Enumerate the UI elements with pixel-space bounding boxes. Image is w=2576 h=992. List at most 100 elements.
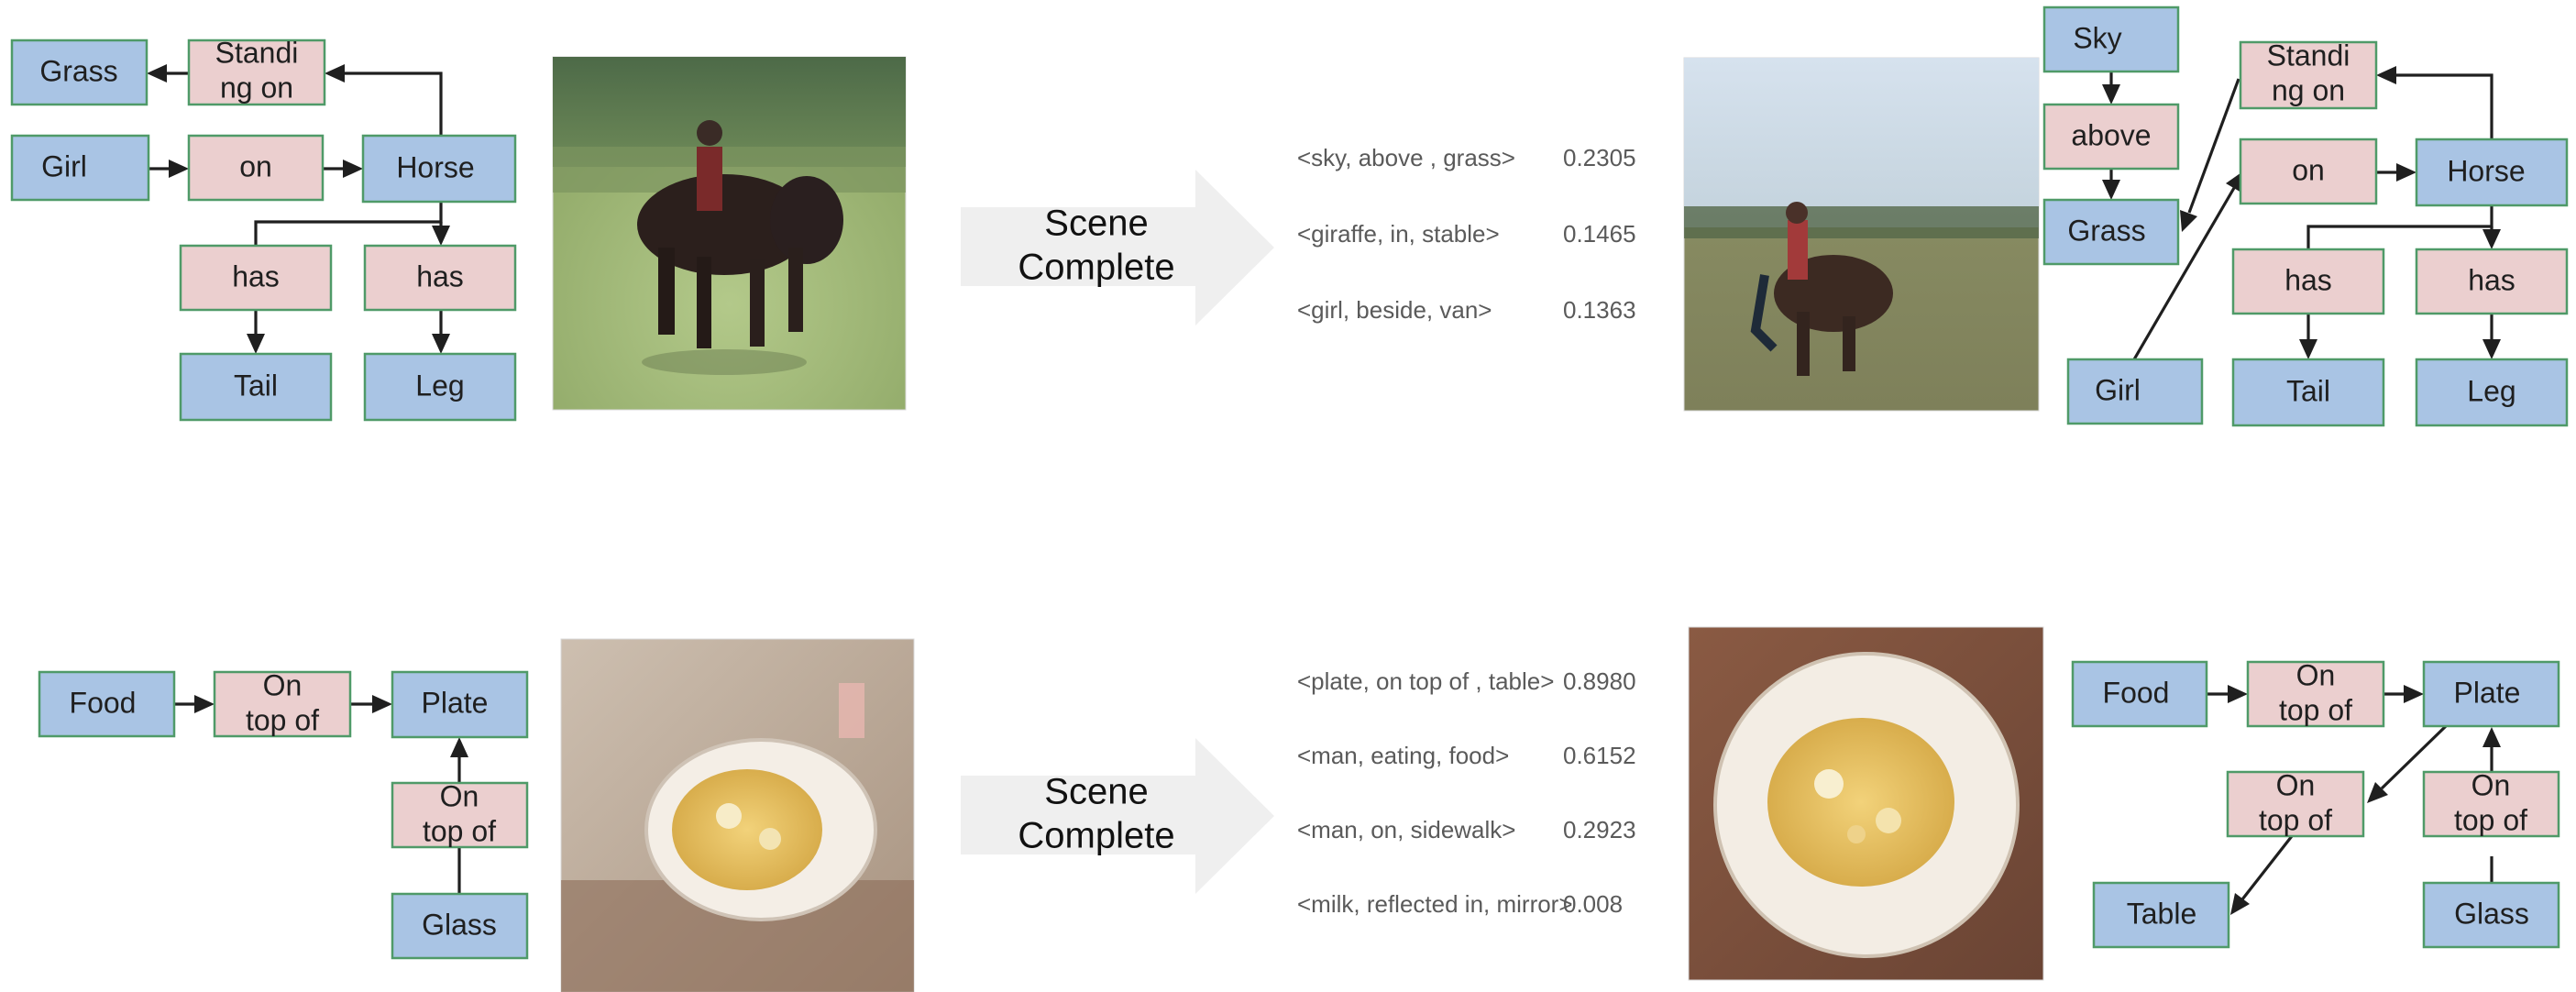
edge-horse-to-standing-on <box>345 72 443 136</box>
node-label-line-2: ng on <box>220 71 293 104</box>
candidate-row: <giraffe, in, stable> 0.1465 <box>1297 220 1636 248</box>
bottom-output-image <box>1688 626 2044 981</box>
candidate-score: 0.6152 <box>1563 742 1636 769</box>
node-label: Food <box>2103 676 2170 709</box>
candidate-score: 0.2305 <box>1563 144 1636 171</box>
candidate-triple: <plate, on top of , table> <box>1297 667 1554 695</box>
candidate-triple: <sky, above , grass> <box>1297 144 1515 171</box>
arrowhead-icon <box>2230 893 2250 915</box>
node-label: has <box>2468 263 2515 296</box>
arrowhead-icon <box>325 64 345 83</box>
candidate-triple: <man, on, sidewalk> <box>1297 816 1515 843</box>
candidate-row: <milk, reflected in, mirror> 0.008 <box>1297 890 1623 918</box>
edge-plate-to-on-top-of <box>2380 724 2448 790</box>
arrowhead-icon <box>2396 163 2416 182</box>
node-label-line-2: top of <box>246 703 319 736</box>
top-output-graph: Sky above Grass Standi ng on on Horse ha… <box>2042 6 2569 427</box>
node-on: on <box>2239 138 2378 205</box>
node-label-line-1: On <box>263 668 303 701</box>
node-on-top-of-1: On top of <box>2246 658 2385 728</box>
node-leg: Leg <box>2415 358 2569 427</box>
arrowhead-icon <box>450 737 468 757</box>
arrowhead-icon <box>432 334 450 354</box>
candidate-row: <man, on, sidewalk> 0.2923 <box>1297 816 1636 843</box>
edge-standing-on-to-grass <box>2187 78 2240 214</box>
node-girl: Girl <box>10 134 150 202</box>
node-label: Grass <box>2067 214 2145 247</box>
edge-horse-to-has-1 <box>2306 204 2493 249</box>
arrowhead-icon <box>2482 727 2501 747</box>
edge-girl-to-on <box>2132 187 2236 360</box>
node-label: Tail <box>234 369 278 402</box>
bottom-output-graph: Food On top of Plate On top of On top of… <box>2071 658 2560 949</box>
arrowhead-icon <box>2102 84 2120 105</box>
node-label: Plate <box>422 686 489 719</box>
node-tail: Tail <box>2231 358 2385 427</box>
node-label: Table <box>2127 897 2197 930</box>
node-label: Girl <box>41 149 87 182</box>
node-horse: Horse <box>2415 138 2569 207</box>
candidate-triple: <man, eating, food> <box>1297 742 1509 769</box>
candidate-row: <man, eating, food> 0.6152 <box>1297 742 1636 769</box>
bottom-input-graph: Food On top of Plate On top of Glass <box>38 668 529 960</box>
node-has-2: has <box>363 244 517 312</box>
node-on-top-of-2: On top of <box>391 779 529 849</box>
node-plate: Plate <box>391 670 529 739</box>
node-glass: Glass <box>2422 881 2560 949</box>
arrowhead-icon <box>2482 229 2501 249</box>
arrowhead-icon <box>2228 685 2248 703</box>
node-label: above <box>2071 118 2151 151</box>
candidate-score: 0.1363 <box>1563 296 1636 324</box>
candidate-score: 0.8980 <box>1563 667 1636 695</box>
node-label: has <box>232 259 280 292</box>
node-label: on <box>2292 153 2325 186</box>
node-label: Girl <box>2095 373 2141 406</box>
candidate-triple: <milk, reflected in, mirror> <box>1297 890 1573 918</box>
arrowhead-icon <box>343 160 363 178</box>
node-label-line-2: top of <box>2454 803 2527 836</box>
top-input-image <box>552 56 907 411</box>
node-grass: Grass <box>2042 198 2180 266</box>
node-label: Glass <box>2454 897 2529 930</box>
node-glass: Glass <box>391 892 529 960</box>
node-label-line-1: Standi <box>2267 39 2350 72</box>
node-tail: Tail <box>179 352 333 422</box>
node-label-line-2: top of <box>423 814 496 847</box>
node-on-top-of-2: On top of <box>2226 768 2365 838</box>
candidate-score: 0.2923 <box>1563 816 1636 843</box>
node-above: above <box>2042 103 2180 171</box>
node-sky: Sky <box>2042 6 2180 73</box>
node-label: Grass <box>39 54 117 87</box>
candidate-row: <girl, beside, van> 0.1363 <box>1297 296 1636 324</box>
node-label: Food <box>70 686 137 719</box>
node-table: Table <box>2092 881 2230 949</box>
node-on-top-of-1: On top of <box>213 668 352 738</box>
node-label-line-2: top of <box>2279 693 2352 726</box>
node-standing-on: Standi ng on <box>187 36 326 106</box>
node-label: Leg <box>2467 374 2515 407</box>
node-girl: Girl <box>2066 358 2204 425</box>
node-on-top-of-3: On top of <box>2422 768 2560 838</box>
arrow-label-line-1: Scene <box>1044 204 1148 244</box>
node-horse: Horse <box>361 134 517 204</box>
arrow-label-line-2: Complete <box>1018 816 1174 856</box>
edge-horse-to-standing-on <box>2396 73 2493 139</box>
edge-on-top-of-to-table <box>2240 835 2294 900</box>
edge-horse-to-has-1 <box>254 202 443 246</box>
candidate-score: 0.1465 <box>1563 220 1636 248</box>
arrowhead-icon <box>2482 339 2501 359</box>
node-label-line-2: ng on <box>2272 73 2345 106</box>
arrowhead-icon <box>2404 685 2424 703</box>
arrowhead-icon <box>372 695 392 713</box>
node-label-line-1: On <box>2296 658 2336 691</box>
node-has-1: has <box>179 244 333 312</box>
arrowhead-icon <box>2376 66 2396 84</box>
node-label: Leg <box>415 369 464 402</box>
node-label: Horse <box>396 150 474 183</box>
node-label: Glass <box>422 908 497 941</box>
node-label-line-1: Standi <box>215 36 299 69</box>
top-output-image <box>1683 57 2040 412</box>
node-label: Tail <box>2286 374 2330 407</box>
bottom-input-image <box>560 638 915 992</box>
node-label: on <box>239 149 272 182</box>
